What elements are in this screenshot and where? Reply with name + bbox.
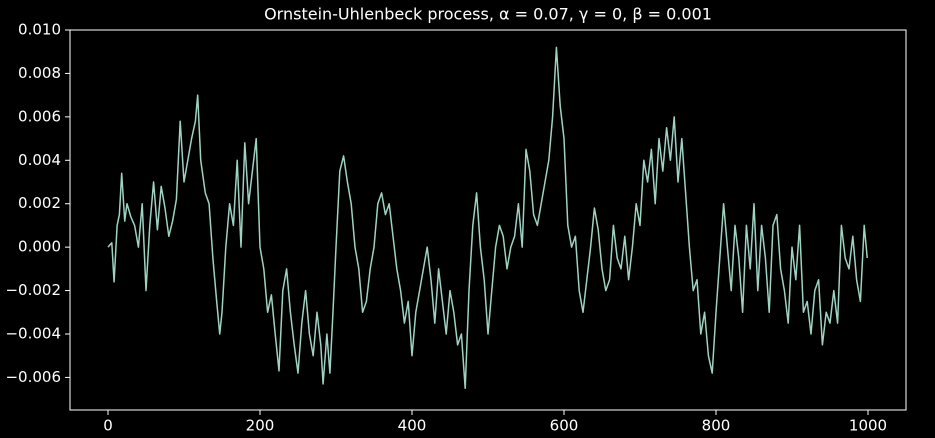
x-tick-label: 800 — [702, 417, 731, 435]
y-tick-label: 0.006 — [18, 107, 61, 125]
y-tick-label: 0.004 — [18, 151, 61, 169]
y-tick-label: −0.002 — [5, 281, 61, 299]
y-tick-label: −0.004 — [5, 325, 61, 343]
x-tick-label: 400 — [398, 417, 427, 435]
y-tick-label: 0.010 — [18, 21, 61, 39]
x-tick-label: 1000 — [849, 417, 887, 435]
y-tick-label: 0.000 — [18, 238, 61, 256]
y-tick-label: −0.006 — [5, 368, 61, 386]
chart-title: Ornstein-Uhlenbeck process, α = 0.07, γ … — [264, 5, 712, 24]
x-tick-label: 0 — [103, 417, 113, 435]
plot-frame — [69, 29, 907, 411]
x-tick-label: 600 — [550, 417, 579, 435]
x-tick-label: 200 — [246, 417, 275, 435]
series-line — [107, 46, 868, 390]
y-tick-label: 0.002 — [18, 194, 61, 212]
y-tick-label: 0.008 — [18, 64, 61, 82]
